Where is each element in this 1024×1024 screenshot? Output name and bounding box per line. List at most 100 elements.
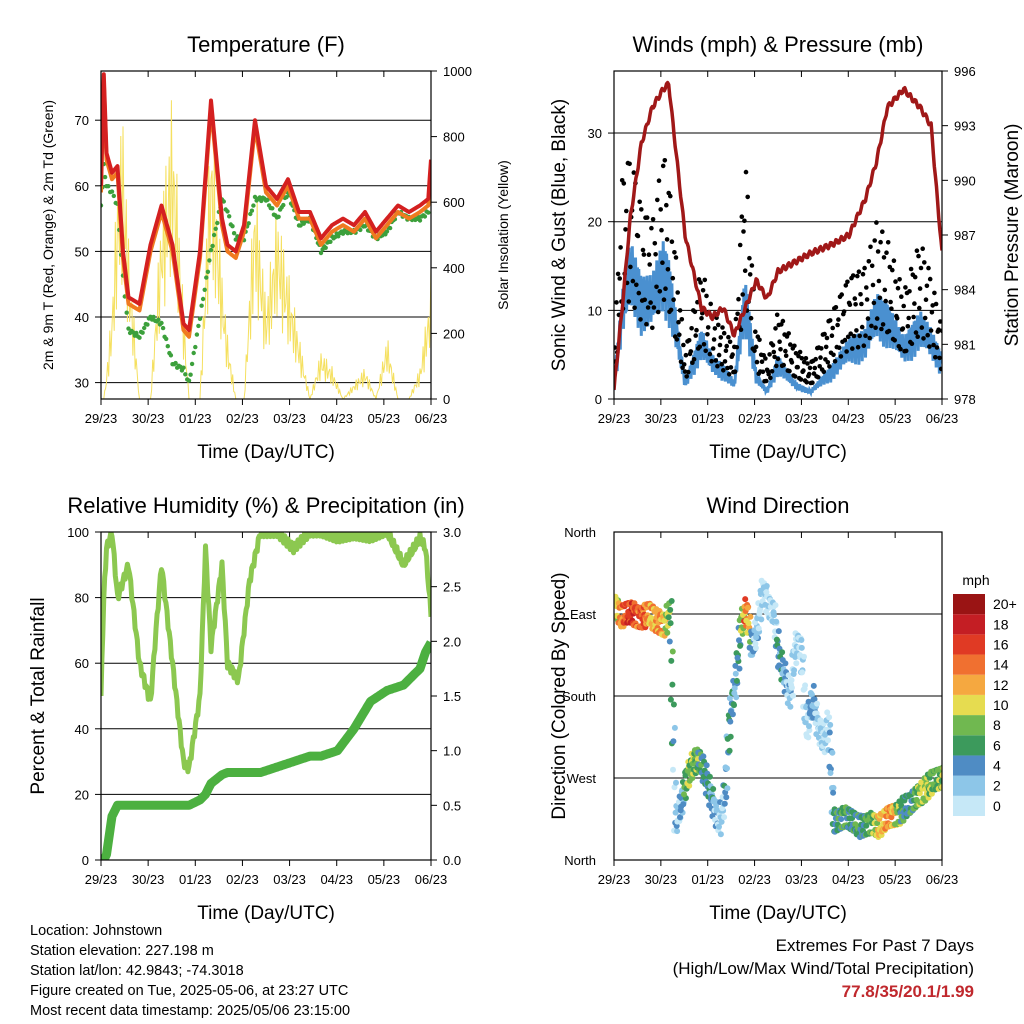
gust-point xyxy=(753,344,759,350)
gust-point xyxy=(821,369,827,375)
y-tick-label-right: 996 xyxy=(954,64,976,79)
gust-point xyxy=(870,282,876,288)
dewpoint-point xyxy=(181,365,186,370)
x-tick-label: 01/23 xyxy=(691,872,724,887)
gust-point xyxy=(891,258,897,264)
direction-point xyxy=(799,669,806,676)
gust-point xyxy=(832,359,838,364)
dewpoint-point xyxy=(281,202,286,208)
gust-point xyxy=(827,318,833,323)
direction-point xyxy=(788,681,795,688)
gust-point xyxy=(694,327,699,333)
y-tick-label: 60 xyxy=(75,179,89,194)
gust-point xyxy=(854,328,859,333)
gust-point xyxy=(913,330,919,335)
x-tick-label: 04/23 xyxy=(320,411,353,426)
y-tick-label: South xyxy=(562,689,596,704)
gust-point xyxy=(656,178,662,183)
gust-point xyxy=(686,369,691,375)
dewpoint-point xyxy=(194,332,200,337)
dewpoint-point xyxy=(168,353,174,358)
gust-point xyxy=(742,268,748,274)
gust-point xyxy=(831,352,836,358)
gust-point xyxy=(888,299,893,305)
gust-point xyxy=(724,343,729,349)
colorbar-label: 0 xyxy=(993,798,1001,814)
direction-point xyxy=(732,670,739,677)
colorbar-swatch xyxy=(953,614,985,635)
direction-point xyxy=(826,729,833,736)
wind_direction-plot-area xyxy=(614,577,942,841)
gust-point xyxy=(732,369,738,375)
y-tick-label-right: 3.0 xyxy=(443,525,461,540)
gust-point xyxy=(760,369,766,375)
direction-point xyxy=(731,685,738,692)
gust-point xyxy=(853,302,858,307)
humidity-ylabel: Percent & Total Rainfall xyxy=(28,597,49,794)
gust-point xyxy=(717,342,723,348)
colorbar-swatch xyxy=(953,795,985,816)
gust-point xyxy=(886,328,892,334)
direction-point xyxy=(801,685,808,692)
gust-point xyxy=(636,290,642,296)
gust-point xyxy=(644,321,649,327)
gust-point xyxy=(773,326,778,331)
direction-point xyxy=(716,823,722,830)
direction-point xyxy=(706,773,713,780)
gust-point xyxy=(858,292,863,297)
gust-point xyxy=(702,277,708,283)
gust-point xyxy=(766,371,771,377)
direction-point xyxy=(710,786,717,792)
wind_direction-xlabel: Time (Day/UTC) xyxy=(709,903,847,924)
direction-point xyxy=(673,779,679,786)
gust-point xyxy=(903,285,908,290)
dewpoint-point xyxy=(196,323,201,329)
gust-point xyxy=(774,312,780,318)
direction-point xyxy=(731,690,738,697)
direction-point xyxy=(667,620,674,627)
x-tick-label: 05/23 xyxy=(879,872,912,887)
direction-point xyxy=(718,818,725,825)
gust-point xyxy=(796,353,801,359)
winds-ylabel: Sonic Wind & Gust (Blue, Black) xyxy=(549,99,570,371)
y-tick-label: 20 xyxy=(588,215,602,230)
colorbar-label: 6 xyxy=(993,737,1001,753)
gust-point xyxy=(866,259,872,264)
direction-point xyxy=(782,660,789,667)
gust-point xyxy=(924,283,930,289)
x-tick-label: 01/23 xyxy=(179,411,212,426)
gust-point xyxy=(890,267,895,273)
gust-point xyxy=(745,194,750,200)
gust-point xyxy=(907,289,912,294)
dewpoint-point xyxy=(106,184,111,189)
gust-point xyxy=(865,316,871,321)
gust-point xyxy=(824,335,830,341)
direction-point xyxy=(668,598,675,604)
gust-point xyxy=(670,275,676,281)
gust-point xyxy=(705,325,711,330)
gust-point xyxy=(654,284,659,290)
gust-point xyxy=(783,353,789,359)
dewpoint-point xyxy=(230,224,235,229)
gust-point xyxy=(698,280,703,285)
direction-point xyxy=(733,677,740,684)
colorbar-label: 14 xyxy=(993,657,1009,673)
dewpoint-point xyxy=(225,209,230,214)
gust-point xyxy=(711,337,717,342)
direction-point xyxy=(747,613,754,620)
gust-point xyxy=(881,255,887,260)
gust-point xyxy=(899,294,904,300)
gust-point xyxy=(720,325,725,330)
direction-point xyxy=(670,701,677,708)
dewpoint-point xyxy=(231,231,237,236)
sonic-wind-series-line xyxy=(614,241,942,398)
dewpoint-point xyxy=(270,206,275,211)
gust-point xyxy=(908,266,914,272)
x-tick-label: 02/23 xyxy=(738,411,771,426)
direction-point xyxy=(736,665,743,672)
gust-point xyxy=(915,334,920,340)
x-tick-label: 06/23 xyxy=(926,411,959,426)
x-tick-label: 04/23 xyxy=(320,872,353,887)
dewpoint-point xyxy=(160,325,166,331)
panel-winds: Winds (mph) & Pressure (mb) Time (Day/UTC… xyxy=(549,32,1023,463)
